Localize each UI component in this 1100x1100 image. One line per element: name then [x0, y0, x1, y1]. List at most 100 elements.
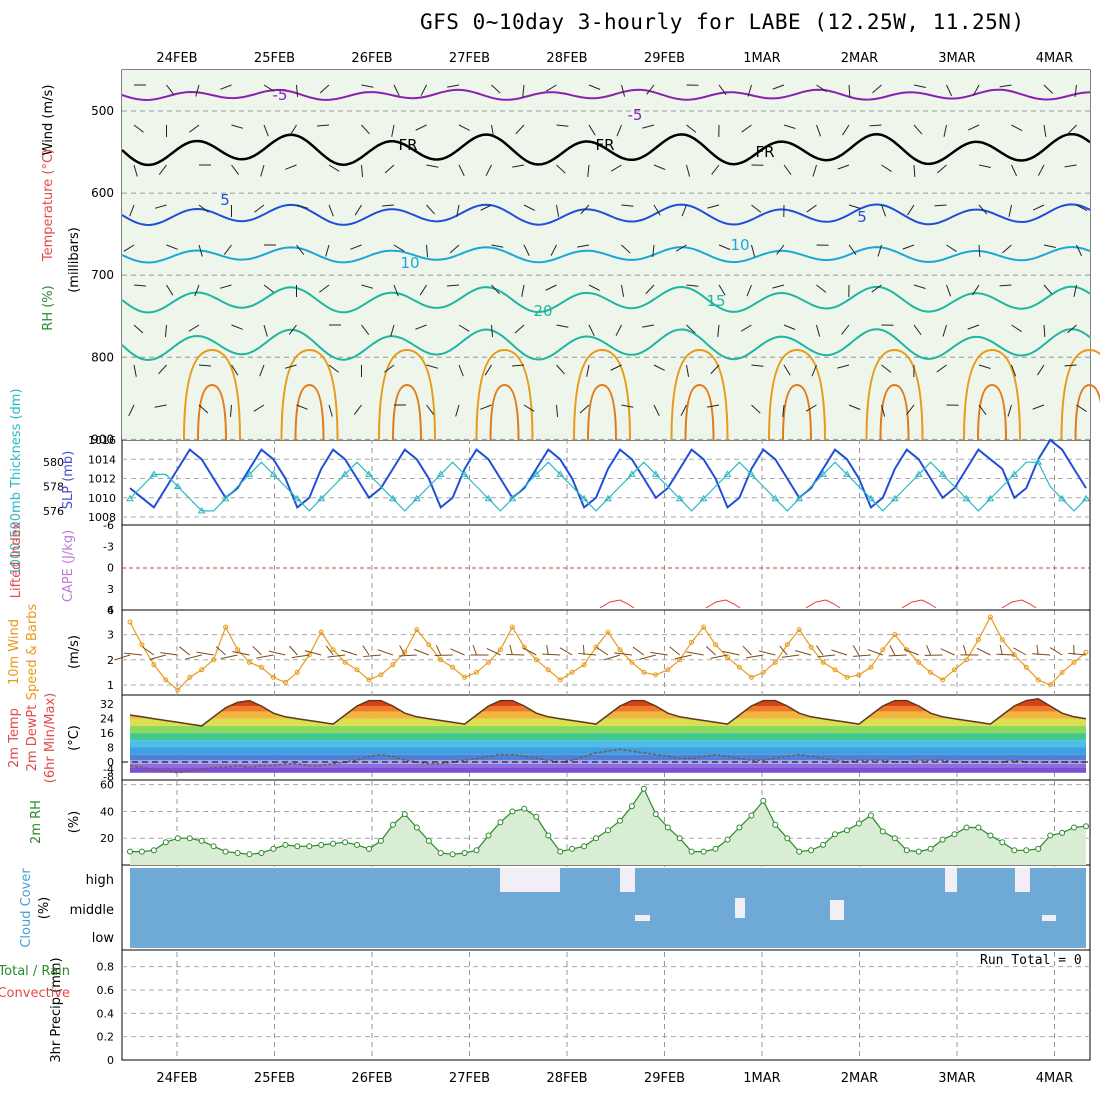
wind-barb	[1002, 244, 1012, 254]
wind-barb-10m	[710, 654, 728, 659]
wind-speed-point	[187, 674, 193, 680]
thickness-point	[1010, 470, 1019, 477]
wind-speed-point	[569, 669, 575, 675]
thickness-point	[1082, 494, 1090, 502]
wind-barb	[328, 364, 339, 373]
wind-barb	[717, 324, 720, 337]
wind-barb-10m	[149, 654, 166, 661]
temp-contour-30-lobe	[1074, 383, 1100, 441]
wind-barb	[646, 84, 655, 95]
pressure-tick-label: 600	[91, 186, 114, 200]
contour-label: FR	[755, 143, 774, 161]
wind-barb	[1076, 204, 1088, 212]
thickness-tick-label: 578	[43, 481, 64, 494]
wind-barb	[231, 124, 244, 129]
thickness-point	[962, 494, 971, 502]
wind-barb	[361, 284, 374, 289]
wind-barb	[816, 324, 821, 337]
thickness-point	[532, 470, 541, 477]
rh-point	[1047, 832, 1054, 839]
rh-point	[473, 847, 480, 854]
wind-speed-point	[342, 659, 348, 665]
rh-point	[617, 817, 623, 824]
wind-barb	[393, 84, 400, 97]
wind-barb-10m	[686, 651, 704, 656]
rh-point	[294, 843, 301, 850]
wind-barb	[746, 284, 752, 297]
panel-frame-precip	[121, 949, 1091, 1061]
temp-tick-label: 24	[100, 713, 114, 726]
wind-barb	[913, 84, 926, 88]
wind-barb	[254, 204, 265, 213]
rh-point	[927, 845, 934, 852]
wind-barb	[913, 324, 922, 336]
wind-barb	[588, 124, 596, 136]
temp-contour-25-lobe	[280, 348, 339, 441]
wind-barb	[296, 244, 305, 255]
wind-speed-point	[545, 667, 551, 673]
temp-tick-label: 32	[100, 698, 114, 711]
rh-point	[987, 832, 994, 839]
wind-barb	[1011, 124, 1023, 132]
thickness-point	[508, 494, 517, 502]
wind-barb	[881, 404, 886, 417]
wind-speed-point	[820, 659, 826, 665]
wind-barb	[263, 84, 275, 92]
wind-tick-label: 3	[107, 629, 114, 642]
wind-speed-point	[247, 659, 252, 665]
label-rh2m: 2m RH	[29, 800, 44, 844]
wind-barb-10m	[142, 646, 155, 656]
temp-contour-25-lobe	[183, 348, 241, 441]
wind-barb	[259, 364, 265, 377]
wind-speed-point	[653, 672, 659, 678]
wind-barb-10m	[450, 648, 465, 656]
wind-speed-point	[486, 659, 491, 665]
wind-barb	[133, 124, 144, 133]
wind-barb-10m	[604, 654, 621, 661]
wind-barb-10m	[399, 645, 406, 656]
thickness-point	[365, 470, 373, 477]
rh-point	[975, 824, 982, 831]
wind-barb	[550, 244, 557, 256]
wind-barb	[587, 164, 590, 177]
wind-speed-point	[713, 642, 718, 648]
thickness-point	[843, 470, 851, 477]
wind-barb	[1043, 84, 1053, 94]
rh-point	[282, 841, 289, 848]
wind-speed-point	[593, 644, 599, 650]
wind-barb	[198, 204, 209, 213]
wind-barb	[263, 284, 274, 293]
rh-point	[700, 848, 707, 855]
temp-color-band	[130, 747, 1086, 755]
wind-barb	[652, 244, 655, 257]
wind-barb-10m	[614, 652, 632, 656]
wind-barb	[515, 124, 525, 135]
temp-contour-10	[121, 246, 1091, 264]
cape-trace	[705, 599, 741, 609]
wind-speed-point	[844, 674, 850, 680]
wind-barb	[447, 84, 460, 88]
wind-barb	[317, 124, 330, 127]
label-temp2m-c: (6hr Min/Max)	[43, 693, 58, 783]
wind-barb-10m	[124, 652, 143, 656]
wind-barb-10m	[889, 645, 896, 656]
wind-speed-point	[928, 669, 934, 675]
rh-point	[939, 836, 946, 843]
wind-barb	[711, 164, 720, 175]
wind-barb	[841, 324, 850, 335]
wind-barb	[164, 324, 167, 337]
temp-contour-30-lobe	[294, 383, 325, 441]
rh-point	[796, 848, 803, 855]
wind-barb-10m	[815, 645, 824, 656]
wind-barb	[942, 324, 947, 337]
wind-barb	[491, 84, 501, 94]
wind-barb-10m	[542, 653, 561, 656]
rh-point	[509, 808, 516, 815]
cloud-gap	[735, 898, 745, 918]
wind-speed-point	[916, 659, 922, 665]
wind-barb	[621, 404, 634, 408]
wind-barb	[523, 404, 535, 412]
wind-speed-point	[1035, 677, 1041, 683]
wind-speed-point	[1023, 664, 1029, 670]
rh-point	[748, 812, 755, 819]
